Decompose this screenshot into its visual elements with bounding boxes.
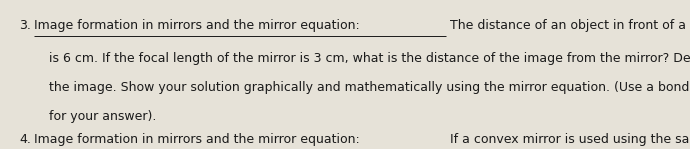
Text: is 6 cm. If the focal length of the mirror is 3 cm, what is the distance of the : is 6 cm. If the focal length of the mirr… <box>49 52 690 65</box>
Text: The distance of an object in front of a concave mirror: The distance of an object in front of a … <box>446 19 690 32</box>
Text: 4.: 4. <box>19 133 31 146</box>
Text: If a convex mirror is used using the same given: If a convex mirror is used using the sam… <box>446 133 690 146</box>
Text: the image. Show your solution graphically and mathematically using the mirror eq: the image. Show your solution graphicall… <box>49 81 690 94</box>
Text: 3.: 3. <box>19 19 31 32</box>
Text: for your answer).: for your answer). <box>49 110 156 123</box>
Text: Image formation in mirrors and the mirror equation:: Image formation in mirrors and the mirro… <box>34 133 360 146</box>
Text: Image formation in mirrors and the mirror equation:: Image formation in mirrors and the mirro… <box>34 19 360 32</box>
